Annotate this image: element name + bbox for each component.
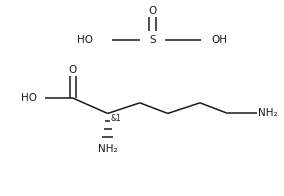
Text: HO: HO <box>21 93 37 103</box>
Text: O: O <box>148 6 156 16</box>
Text: HO: HO <box>77 35 93 45</box>
Text: &1: &1 <box>110 114 121 123</box>
Text: O: O <box>68 65 77 75</box>
Text: S: S <box>149 35 156 45</box>
Text: NH₂: NH₂ <box>258 108 278 118</box>
Text: NH₂: NH₂ <box>98 144 118 154</box>
Text: OH: OH <box>212 35 227 45</box>
